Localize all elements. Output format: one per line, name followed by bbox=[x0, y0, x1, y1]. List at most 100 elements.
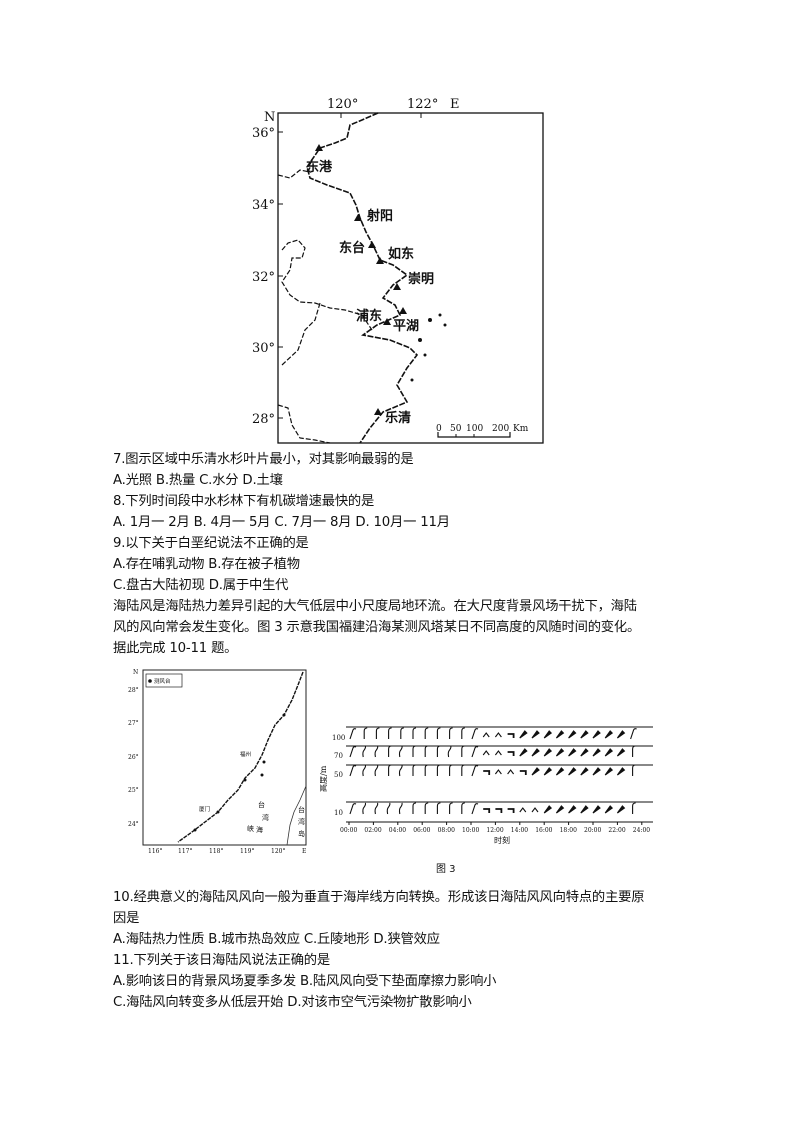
wind-barb bbox=[630, 728, 637, 740]
wind-barb bbox=[375, 727, 380, 739]
fujian-coastline bbox=[177, 671, 304, 843]
wind-barb bbox=[494, 732, 502, 738]
lat-label: 27° bbox=[128, 720, 139, 727]
wind-barb bbox=[374, 764, 379, 777]
wind-barb bbox=[424, 802, 429, 814]
x-tick-label: 16:00 bbox=[535, 827, 552, 834]
wind-barb bbox=[449, 764, 453, 776]
lat-label: 28° bbox=[128, 687, 139, 694]
wind-barb bbox=[424, 727, 429, 739]
station-label: 如东 bbox=[388, 246, 414, 262]
svg-text:100: 100 bbox=[466, 424, 483, 434]
wind-barb bbox=[519, 748, 528, 757]
wind-barb bbox=[555, 730, 565, 739]
lon-label: 122° bbox=[407, 97, 438, 112]
wind-barb bbox=[349, 746, 357, 758]
wind-barb bbox=[507, 808, 515, 813]
wind-barb bbox=[461, 745, 465, 757]
wind-barb bbox=[424, 745, 429, 757]
lon-label: E bbox=[302, 848, 306, 855]
scale-bar: 0 50 100 200 Km bbox=[436, 424, 529, 438]
wind-barb bbox=[604, 730, 614, 739]
wind-barb bbox=[604, 748, 614, 757]
wind-barb bbox=[543, 748, 553, 757]
question-8-options: A. 1月一 2月 B. 4月一 5月 C. 7月一 8月 D. 10月一 11… bbox=[113, 515, 450, 530]
lon-label: 120° bbox=[327, 97, 358, 112]
x-tick-label: 18:00 bbox=[560, 827, 577, 834]
wind-barb bbox=[568, 767, 577, 776]
wind-barb bbox=[349, 765, 357, 777]
wind-barb bbox=[531, 748, 540, 757]
fujian-map: N 28° 27° 26° 25° 24° 116° 117° 118° 119… bbox=[128, 669, 307, 855]
wind-barb bbox=[388, 745, 392, 757]
wind-barb bbox=[616, 767, 626, 776]
wind-barb bbox=[483, 770, 491, 775]
wind-barb bbox=[555, 805, 565, 814]
x-tick-label: 06:00 bbox=[413, 827, 430, 834]
lat-label: N bbox=[133, 669, 138, 676]
passage-line: 风的风向常会发生变化。图 3 示意我国福建沿海某测风塔某日不同高度的风随时间的变… bbox=[113, 620, 641, 635]
question-11-options: A.影响该日的背景风场夏季多发 B.陆风风向受下垫面摩擦力影响小 bbox=[113, 974, 497, 989]
wind-barb bbox=[388, 764, 392, 776]
height-label: 70 bbox=[334, 752, 343, 760]
wind-barb bbox=[592, 748, 601, 757]
height-label: 50 bbox=[334, 771, 343, 779]
x-tick-label: 04:00 bbox=[389, 827, 406, 834]
wind-barb bbox=[398, 802, 403, 815]
wind-barb bbox=[424, 764, 429, 776]
wind-barb bbox=[436, 802, 441, 814]
wind-barb bbox=[616, 805, 626, 814]
lat-label: 32° bbox=[252, 270, 275, 285]
lon-label: 117° bbox=[178, 848, 192, 855]
wind-barb bbox=[519, 770, 527, 775]
svg-text:测风台: 测风台 bbox=[154, 677, 171, 685]
x-tick-label: 00:00 bbox=[340, 827, 357, 834]
wind-barb bbox=[592, 805, 601, 814]
question-11: 11.下列关于该日海陆风说法正确的是 bbox=[113, 953, 330, 968]
wind-barb bbox=[349, 728, 357, 740]
wind-barb bbox=[507, 751, 515, 756]
wind-barb bbox=[543, 805, 553, 814]
wind-barb bbox=[449, 802, 453, 814]
wind-barb bbox=[531, 767, 540, 776]
lat-label: 26° bbox=[128, 754, 139, 761]
province-border bbox=[277, 166, 312, 179]
wind-barb bbox=[604, 805, 614, 814]
x-tick-label: 14:00 bbox=[511, 827, 528, 834]
wind-barb bbox=[400, 727, 404, 739]
strait-label: 海 bbox=[256, 825, 263, 834]
wind-barb bbox=[483, 808, 491, 813]
question-9-options: A.存在哺乳动物 B.存在被子植物 bbox=[113, 557, 300, 572]
lon-label: 119° bbox=[240, 848, 254, 855]
wind-barb bbox=[543, 730, 553, 739]
station-label: 东台 bbox=[339, 240, 365, 256]
strait-label: 台 bbox=[258, 800, 265, 809]
question-7-options: A.光照 B.热量 C.水分 D.土壤 bbox=[113, 473, 283, 488]
province-border bbox=[281, 302, 321, 366]
wind-barb bbox=[494, 769, 502, 775]
passage-line: 据此完成 10-11 题。 bbox=[113, 641, 238, 656]
wind-barb bbox=[412, 727, 417, 739]
wind-barb bbox=[592, 767, 601, 776]
question-10: 10.经典意义的海陆风风向一般为垂直于海岸线方向转换。形成该日海陆风风向特点的主… bbox=[113, 890, 645, 905]
wind-barb bbox=[412, 764, 417, 776]
wind-barb bbox=[482, 732, 490, 738]
station-label: 东港 bbox=[306, 159, 333, 175]
question-11-options: C.海陆风向转变多从低层开始 D.对该市空气污染物扩散影响小 bbox=[113, 995, 472, 1010]
svg-text:200: 200 bbox=[492, 424, 509, 434]
wind-barb bbox=[436, 745, 441, 757]
wind-barb bbox=[471, 803, 479, 815]
province-border bbox=[277, 404, 331, 444]
coast-map: 120° 122° E N 36° 34° 32° 30° 28° 东港 射阳 … bbox=[252, 97, 544, 444]
wind-barb bbox=[374, 745, 379, 758]
lat-label: 24° bbox=[128, 821, 139, 828]
wind-barb bbox=[580, 730, 589, 739]
island-label: 湾 bbox=[298, 817, 305, 826]
province-border bbox=[281, 239, 373, 331]
station-label: 浦东 bbox=[356, 308, 382, 324]
wind-barb bbox=[436, 727, 441, 739]
wind-barb bbox=[461, 764, 465, 776]
wind-barb bbox=[447, 745, 452, 758]
wind-barb bbox=[568, 748, 577, 757]
wind-barb bbox=[362, 764, 367, 777]
